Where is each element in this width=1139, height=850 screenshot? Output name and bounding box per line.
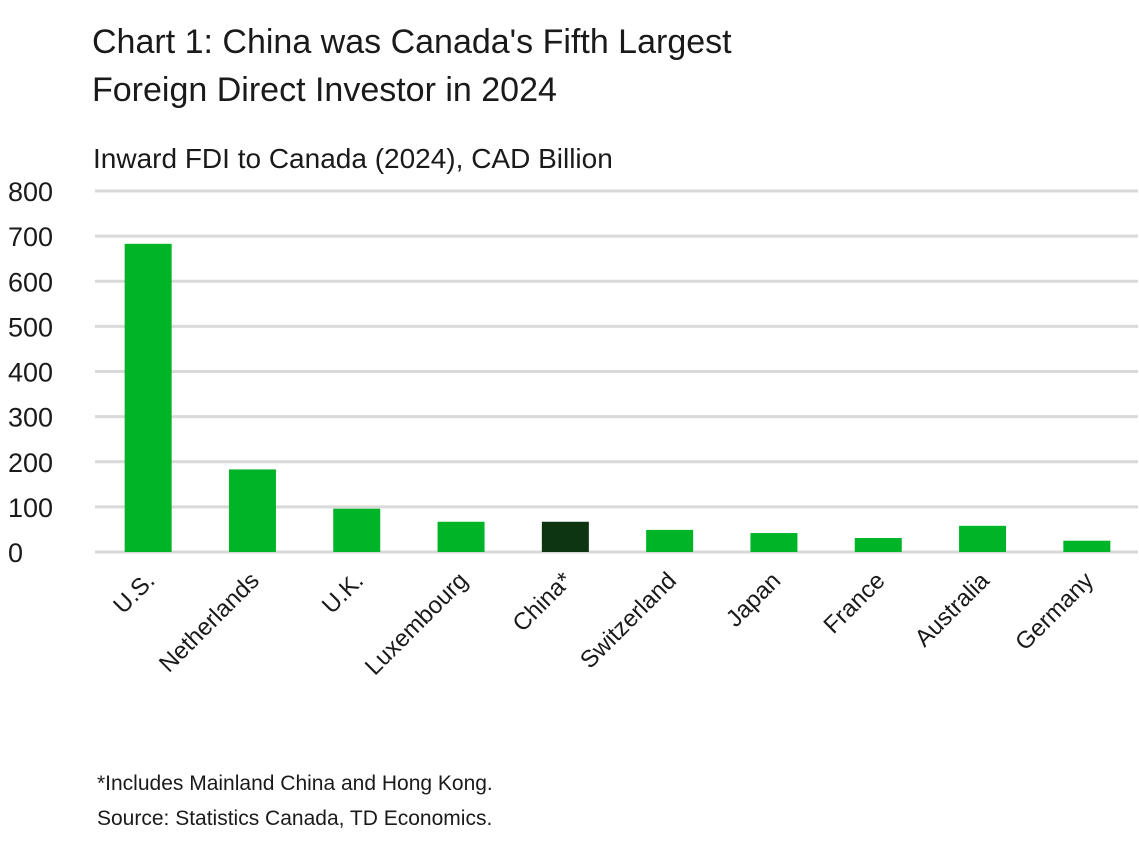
x-tick-label: U.S. — [108, 567, 160, 619]
bar-netherlands — [228, 469, 276, 552]
x-tick-label: China* — [508, 567, 578, 637]
y-tick-label: 200 — [8, 448, 53, 478]
y-tick-label: 0 — [8, 538, 23, 568]
x-tick-label: Australia — [910, 567, 996, 653]
chart-title-line-1: Chart 1: China was Canada's Fifth Larges… — [92, 23, 732, 61]
x-tick-label: Netherlands — [154, 567, 265, 678]
bar-uk — [333, 508, 381, 552]
footnote: *Includes Mainland China and Hong Kong. — [97, 772, 493, 795]
bar-japan — [750, 533, 798, 552]
bar-china — [541, 521, 589, 552]
y-tick-label: 300 — [8, 403, 53, 433]
chart-title: Chart 1: China was Canada's Fifth Larges… — [92, 18, 732, 114]
bar-australia — [959, 525, 1007, 552]
y-tick-label: 700 — [8, 222, 53, 252]
y-tick-label: 100 — [8, 493, 53, 523]
x-tick-label: Germany — [1010, 567, 1099, 656]
y-tick-label: 500 — [8, 312, 53, 342]
x-tick-label: France — [819, 567, 891, 639]
bar-switzerland — [646, 529, 694, 552]
source-note: Source: Statistics Canada, TD Economics. — [97, 807, 493, 830]
x-tick-label: U.K. — [317, 567, 369, 619]
chart-title-line-2: Foreign Direct Investor in 2024 — [92, 71, 557, 109]
bar-france — [854, 538, 902, 552]
bar-germany — [1063, 540, 1111, 552]
x-tick-label: Japan — [721, 567, 786, 632]
bar-luxembourg — [437, 521, 485, 552]
chart-subtitle: Inward FDI to Canada (2024), CAD Billion — [93, 143, 613, 174]
x-tick-label: Switzerland — [575, 567, 682, 674]
bar-us — [124, 243, 172, 552]
y-tick-label: 400 — [8, 358, 53, 388]
x-tick-label: Luxembourg — [360, 567, 473, 680]
y-tick-label: 800 — [8, 177, 53, 207]
y-tick-label: 600 — [8, 267, 53, 297]
